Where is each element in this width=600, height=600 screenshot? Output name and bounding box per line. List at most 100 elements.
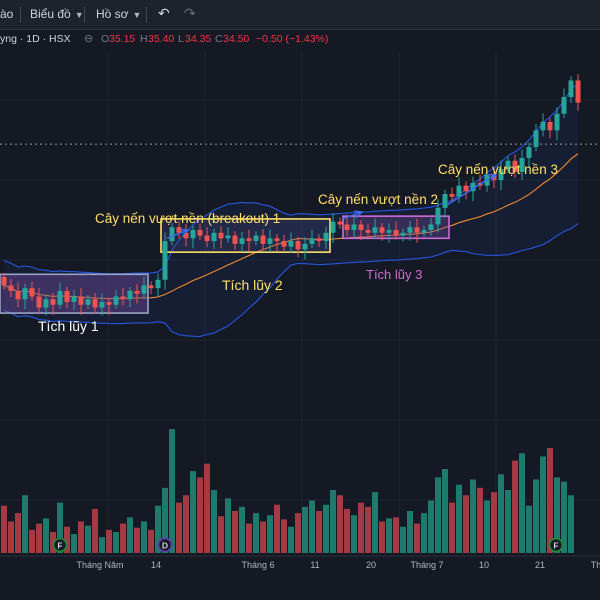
candle xyxy=(442,189,448,218)
volume-bar xyxy=(428,500,434,553)
volume-bar xyxy=(316,511,322,553)
candle-body xyxy=(113,296,119,305)
chart-menu[interactable]: Biểu đồ ▼ xyxy=(30,7,84,21)
volume-bar xyxy=(372,492,378,553)
volume-bar xyxy=(519,453,525,553)
candle-body xyxy=(169,227,175,242)
collapse-icon[interactable]: ⊖ xyxy=(84,33,94,45)
annotation-label: Cây nến vượt nền (breakout) 1 xyxy=(95,211,280,226)
candle-body xyxy=(267,238,273,244)
candle-body xyxy=(309,238,315,244)
redo-icon[interactable]: ↷ xyxy=(184,5,196,21)
candle-body xyxy=(547,122,553,131)
volume-bar xyxy=(295,513,301,553)
annotation-label: Cây nến vượt nền 2 xyxy=(318,192,438,207)
volume-bar xyxy=(505,490,511,553)
candle-body xyxy=(36,296,42,308)
candle-body xyxy=(365,230,371,233)
x-tick-label: 20 xyxy=(366,560,376,570)
candle-body xyxy=(232,235,238,244)
candle-body xyxy=(358,224,364,230)
candle-body xyxy=(260,235,266,244)
bollinger-lower-line xyxy=(3,223,579,338)
candle-body xyxy=(435,207,441,225)
candle xyxy=(169,223,175,246)
volume-bar xyxy=(498,474,504,553)
candle-body xyxy=(162,241,168,280)
candle-body xyxy=(379,227,385,233)
candle xyxy=(337,217,343,229)
volume-bar xyxy=(547,448,553,553)
volume-bar xyxy=(190,471,196,553)
candle-body xyxy=(498,169,504,181)
candle xyxy=(57,282,63,309)
candle-body xyxy=(442,194,448,208)
grid-lines xyxy=(0,52,600,553)
candle xyxy=(400,228,406,242)
candle-body xyxy=(554,113,560,131)
candle-body xyxy=(414,227,420,233)
candle-body xyxy=(50,299,56,305)
candle xyxy=(36,287,42,314)
profile-menu[interactable]: Hồ sơ ▼ xyxy=(96,7,141,21)
undo-icon[interactable]: ↶ xyxy=(158,5,170,21)
high-value: 35.40 xyxy=(148,33,175,45)
low-label: L xyxy=(178,33,184,45)
candle-body xyxy=(295,241,301,250)
event-marker-label: F xyxy=(553,541,558,551)
candle-body xyxy=(246,238,252,242)
volume-bar xyxy=(218,516,224,553)
volume-bar xyxy=(155,505,161,553)
candle xyxy=(519,149,525,180)
event-marker-F xyxy=(52,537,68,553)
top-toolbar: ào Biểu đồ ▼ Hồ sơ ▼ ↶ ↷ xyxy=(0,0,600,30)
candle-body xyxy=(470,182,476,192)
candle xyxy=(113,290,119,309)
candle xyxy=(197,223,203,240)
event-marker-label: F xyxy=(57,541,62,551)
candle xyxy=(239,231,245,252)
candle xyxy=(449,187,455,201)
candle xyxy=(351,215,357,239)
volume-bar xyxy=(127,517,133,553)
candle xyxy=(78,287,84,315)
candle xyxy=(393,221,399,240)
volume-bar xyxy=(85,525,91,553)
candle xyxy=(295,236,301,258)
x-tick-label: Th xyxy=(591,560,600,570)
candle xyxy=(85,295,91,309)
event-marker-D xyxy=(157,537,173,553)
candle-body xyxy=(148,285,154,289)
volume-bar xyxy=(379,521,385,553)
candle-body xyxy=(274,238,280,242)
candle-body xyxy=(106,302,112,305)
candle-body xyxy=(344,224,350,230)
volume-bar xyxy=(99,537,105,553)
breakout-arrow-2 xyxy=(341,211,363,220)
volume-bar xyxy=(176,502,182,553)
candle xyxy=(540,113,546,137)
volume-bar xyxy=(78,521,84,553)
candle-body xyxy=(337,221,343,225)
volume-bar xyxy=(435,477,441,553)
candle-body xyxy=(155,279,161,289)
volume-bar xyxy=(36,523,42,553)
candle xyxy=(232,231,238,250)
candle-body xyxy=(400,232,406,236)
candle xyxy=(288,232,294,253)
volume-bar xyxy=(344,508,350,553)
candle xyxy=(183,224,189,247)
volume-bar xyxy=(449,502,455,553)
profile-menu-label: Hồ sơ xyxy=(96,7,129,21)
candle-body xyxy=(449,194,455,197)
event-marker-label: D xyxy=(162,541,168,551)
volume-bar xyxy=(29,529,35,553)
toolbar-item-partial[interactable]: ào xyxy=(0,7,14,21)
volume-bar xyxy=(204,463,210,553)
volume-bar xyxy=(407,511,413,553)
symbol-label[interactable]: yng · 1D · HSX xyxy=(0,33,71,45)
volume-bar xyxy=(274,504,280,553)
volume-bar xyxy=(239,506,245,553)
close-label: C xyxy=(215,33,223,45)
